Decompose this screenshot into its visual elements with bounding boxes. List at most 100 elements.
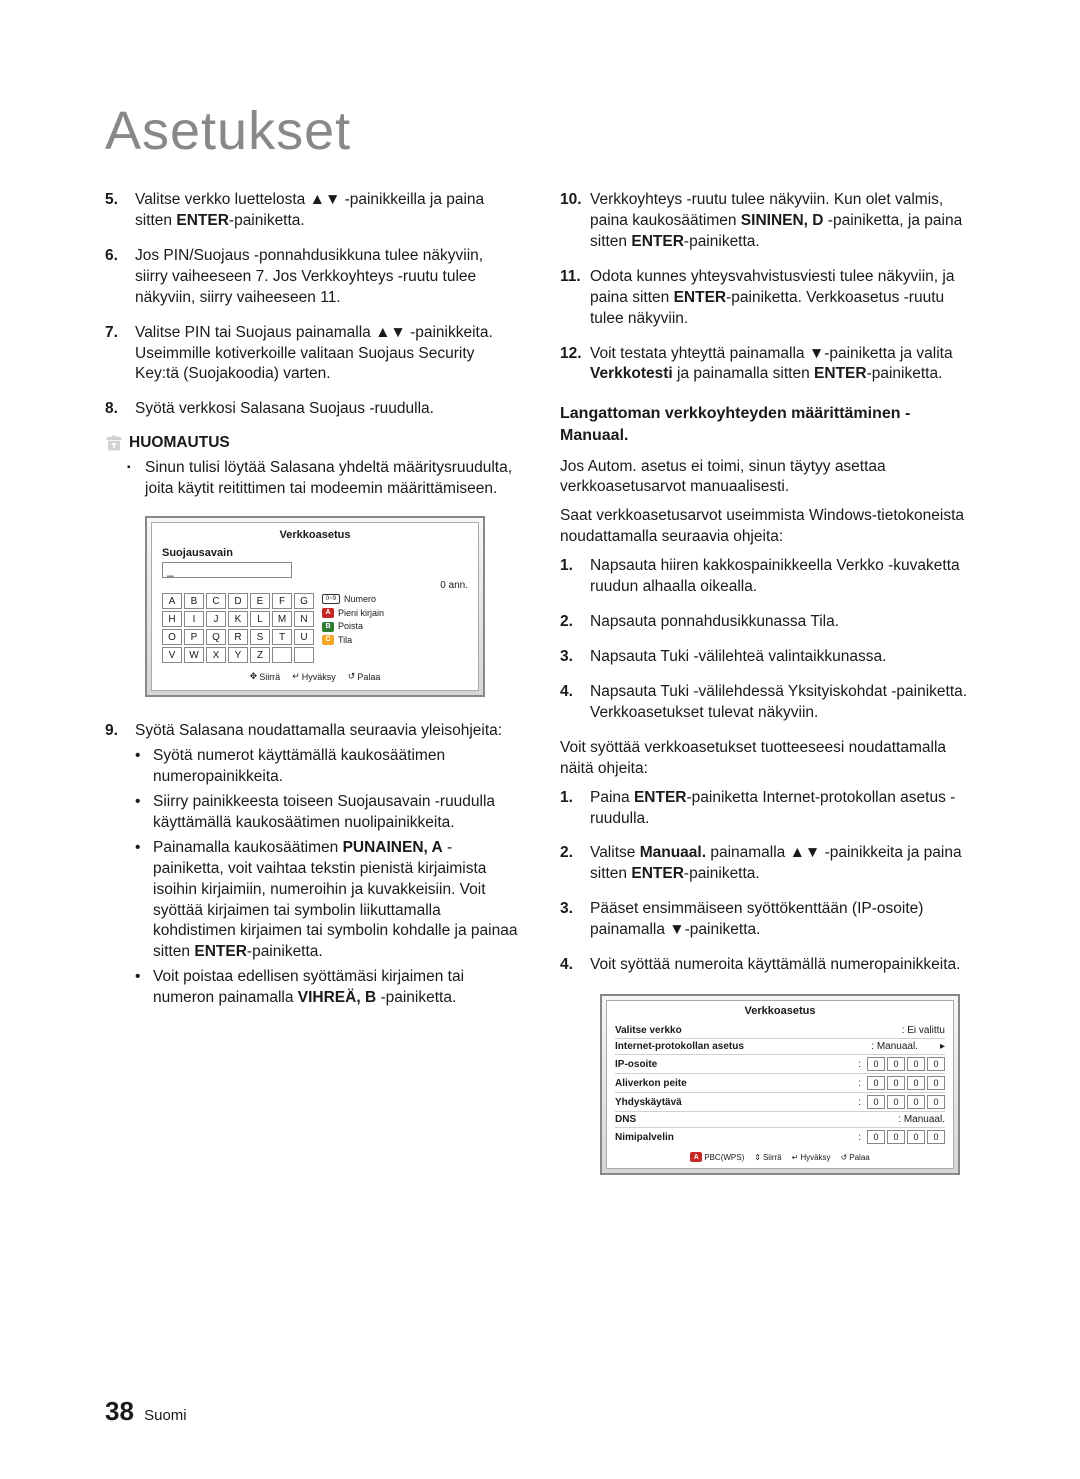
- fig2-footer: A PBC(WPS)⇕ Siirrä↵ Hyväksy↺ Palaa: [615, 1152, 945, 1162]
- legend-row: B Poista: [322, 620, 384, 633]
- footer-action: ↺ Palaa: [841, 1152, 870, 1162]
- octet-box: 0: [887, 1130, 905, 1144]
- octet-box: 0: [867, 1095, 885, 1109]
- left-column: 5.Valitse verkko luettelosta ▲▼ -painikk…: [105, 190, 520, 1175]
- step-number: 9.: [105, 721, 135, 1013]
- keyboard-key: T: [272, 629, 292, 645]
- keyboard-key: L: [250, 611, 270, 627]
- step-number: 2.: [560, 612, 590, 633]
- legend-row: 0~9Numero: [322, 593, 384, 606]
- octet-box: 0: [867, 1076, 885, 1090]
- bullet-dot: •: [135, 967, 153, 1009]
- list-item: 11.Odota kunnes yhteysvahvistusviesti tu…: [560, 267, 975, 330]
- left-steps-5-8: 5.Valitse verkko luettelosta ▲▼ -painikk…: [105, 190, 520, 420]
- keyboard-key: G: [294, 593, 314, 609]
- footer-icon: ✥: [250, 671, 258, 682]
- keyboard-key: Q: [206, 629, 226, 645]
- legend-label: Numero: [344, 593, 376, 606]
- note-bullet: ▪: [127, 458, 145, 500]
- fig1-field-label: Suojausavain: [162, 547, 468, 559]
- list-item: 2.Valitse Manuaal. painamalla ▲▼ -painik…: [560, 843, 975, 885]
- fig2-row-label: Yhdyskäytävä: [615, 1097, 858, 1108]
- step-body: Valitse PIN tai Suojaus painamalla ▲▼ -p…: [135, 323, 520, 386]
- fig2-row: IP-osoite:0000: [615, 1055, 945, 1074]
- octet-box: 0: [927, 1130, 945, 1144]
- step-number: 4.: [560, 955, 590, 976]
- step-number: 7.: [105, 323, 135, 386]
- fig2-row-label: DNS: [615, 1114, 898, 1125]
- step-number: 8.: [105, 399, 135, 420]
- fig2-rows: Valitse verkko: Ei valittu Internet-proto…: [615, 1023, 945, 1146]
- bullet-text: Syötä numerot käyttämällä kaukosäätimen …: [153, 746, 520, 788]
- paragraph: Voit syöttää verkkoasetukset tuotteesees…: [560, 738, 975, 780]
- octet-box: 0: [907, 1076, 925, 1090]
- fig1-key-grid: ABCDEFGHIJKLMNOPQRSTUVWXYZ: [162, 593, 314, 663]
- fig2-row: Valitse verkko: Ei valittu: [615, 1023, 945, 1039]
- step-number: 11.: [560, 267, 590, 330]
- paragraph: Saat verkkoasetusarvot useimmista Window…: [560, 506, 975, 548]
- fig1-title: Verkkoasetus: [162, 529, 468, 541]
- bullet-dot: •: [135, 838, 153, 964]
- fig2-row-label: Aliverkon peite: [615, 1078, 858, 1089]
- keyboard-key: U: [294, 629, 314, 645]
- bullet-text: Siirry painikkeesta toiseen Suojausavain…: [153, 792, 520, 834]
- keyboard-key: H: [162, 611, 182, 627]
- footer-action: ↺ Palaa: [348, 671, 381, 682]
- legend-label: Tila: [338, 634, 352, 647]
- legend-label: Poista: [338, 620, 363, 633]
- fig2-value: : Ei valittu: [902, 1025, 945, 1036]
- octet-box: 0: [867, 1130, 885, 1144]
- step-body: Napsauta Tuki -välilehdessä Yksityiskohd…: [590, 682, 975, 724]
- fig2-value: : Manuaal.: [871, 1041, 918, 1052]
- step-body: Odota kunnes yhteysvahvistusviesti tulee…: [590, 267, 975, 330]
- step-number: 12.: [560, 344, 590, 386]
- list-item: 10.Verkkoyhteys -ruutu tulee näkyviin. K…: [560, 190, 975, 253]
- footer-icon: ↵: [292, 671, 300, 682]
- list-item: 7.Valitse PIN tai Suojaus painamalla ▲▼ …: [105, 323, 520, 386]
- step-body: Voit testata yhteyttä painamalla ▼-paini…: [590, 344, 975, 386]
- octet-box: 0: [907, 1057, 925, 1071]
- octet-box: 0: [907, 1095, 925, 1109]
- step-body: Napsauta Tuki -välilehteä valintaikkunas…: [590, 647, 975, 668]
- octet-box: 0: [907, 1130, 925, 1144]
- keyboard-key: R: [228, 629, 248, 645]
- list-item: 1.Napsauta hiiren kakkospainikkeella Ver…: [560, 556, 975, 598]
- page-number: 38 Suomi: [105, 1396, 187, 1427]
- keyboard-key: V: [162, 647, 182, 663]
- list-item: 3.Napsauta Tuki -välilehteä valintaikkun…: [560, 647, 975, 668]
- step-body: Pääset ensimmäiseen syöttökenttään (IP-o…: [590, 899, 975, 941]
- section-heading: Langattoman verkkoyhteyden määrittäminen…: [560, 403, 975, 446]
- list-item: 4.Napsauta Tuki -välilehdessä Yksityisko…: [560, 682, 975, 724]
- bullet-dot: •: [135, 746, 153, 788]
- list-item: 8.Syötä verkkosi Salasana Suojaus -ruudu…: [105, 399, 520, 420]
- page-number-value: 38: [105, 1396, 134, 1426]
- note-text: Sinun tulisi löytää Salasana yhdeltä mää…: [145, 458, 520, 500]
- legend-chip: B: [322, 622, 334, 632]
- legend-row: CTila: [322, 634, 384, 647]
- list-item: 6.Jos PIN/Suojaus -ponnahdusikkuna tulee…: [105, 246, 520, 309]
- keyboard-key: E: [250, 593, 270, 609]
- step-body: Syötä verkkosi Salasana Suojaus -ruudull…: [135, 399, 520, 420]
- keyboard-key: D: [228, 593, 248, 609]
- note-icon: [105, 434, 123, 452]
- keyboard-key: Y: [228, 647, 248, 663]
- list-item: 1.Paina ENTER-painiketta Internet-protok…: [560, 788, 975, 830]
- fig1-legend: 0~9NumeroAPieni kirjainBPoistaCTila: [322, 593, 384, 647]
- left-step-9: 9. Syötä Salasana noudattamalla seuraavi…: [105, 721, 520, 1013]
- keyboard-key: K: [228, 611, 248, 627]
- chevron-right-icon: ▸: [940, 1041, 945, 1052]
- figure-security-key: Verkkoasetus Suojausavain _ 0 ann. ABCDE…: [145, 516, 485, 697]
- footer-icon: ↺: [348, 671, 356, 682]
- list-item: 12.Voit testata yhteyttä painamalla ▼-pa…: [560, 344, 975, 386]
- legend-chip: A: [322, 608, 334, 618]
- octet-box: 0: [927, 1095, 945, 1109]
- keyboard-key: F: [272, 593, 292, 609]
- bullet-text: Voit poistaa edellisen syöttämäsi kirjai…: [153, 967, 520, 1009]
- fig2-value: : Manuaal.: [898, 1114, 945, 1125]
- fig2-row-label: Internet-protokollan asetus: [615, 1041, 871, 1052]
- list-item: 9. Syötä Salasana noudattamalla seuraavi…: [105, 721, 520, 1013]
- step-body: Verkkoyhteys -ruutu tulee näkyviin. Kun …: [590, 190, 975, 253]
- note-heading: HUOMAUTUS: [105, 434, 520, 452]
- step-number: 1.: [560, 788, 590, 830]
- page-title: Asetukset: [105, 100, 975, 162]
